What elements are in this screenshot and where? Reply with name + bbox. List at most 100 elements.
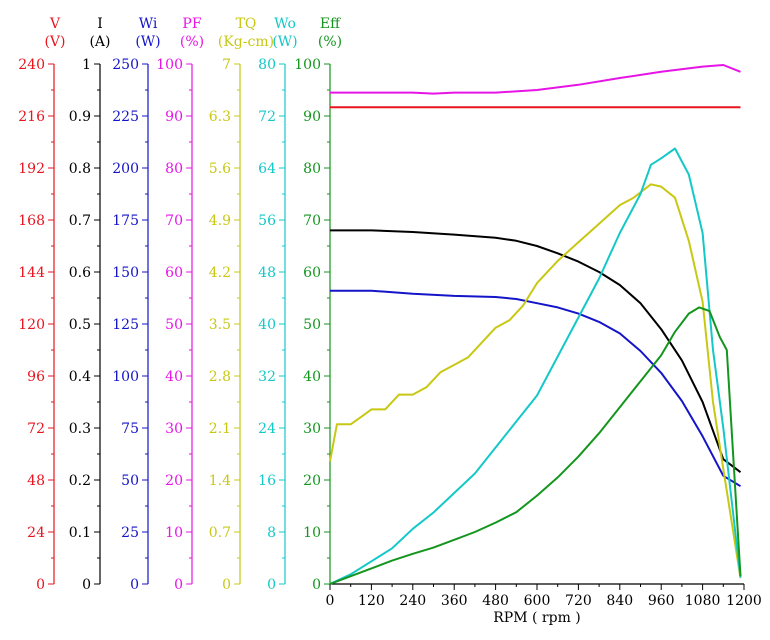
x-tick-label: 840: [606, 593, 633, 609]
series-line-tq: [329, 183, 742, 579]
y-tick-label: 0: [222, 577, 231, 593]
y-tick-label: 50: [303, 317, 321, 333]
y-tick-label: 240: [18, 57, 45, 73]
y-tick-label: 100: [156, 57, 183, 73]
y-tick-label: 70: [303, 213, 321, 229]
y-axis-title-i: I: [97, 16, 103, 32]
y-tick-label: 96: [27, 369, 45, 385]
y-tick-label: 32: [258, 369, 276, 385]
y-tick-label: 60: [303, 265, 321, 281]
y-axis-v: V (V) 0 24 48 72 96 120 144 168 192 216 240: [18, 16, 65, 593]
y-tick-label: 0.6: [69, 265, 91, 281]
y-axis-title-pf: PF: [182, 16, 201, 32]
y-tick-label: 48: [27, 473, 45, 489]
y-tick-label: 50: [121, 473, 139, 489]
y-tick-label: 56: [258, 213, 276, 229]
y-tick-label: 72: [258, 109, 276, 125]
y-tick-label: 0: [267, 577, 276, 593]
y-tick-label: 10: [165, 525, 183, 541]
y-tick-label: 3.5: [209, 317, 231, 333]
y-tick-label: 0.1: [69, 525, 91, 541]
y-tick-label: 144: [18, 265, 45, 281]
y-tick-label: 2.8: [209, 369, 231, 385]
x-tick-label: 120: [358, 593, 385, 609]
x-tick-label: 240: [399, 593, 426, 609]
y-tick-label: 2.1: [209, 421, 231, 437]
y-axis-tq: TQ (Kg-cm) 0 0.7 1.4 2.1 2.8 3.5 4.2 4.9 5.6 6.3 7: [209, 16, 274, 593]
y-tick-label: 4.9: [209, 213, 231, 229]
y-tick-label: 8: [267, 525, 276, 541]
y-tick-label: 0.2: [69, 473, 91, 489]
y-tick-label: 0: [36, 577, 45, 593]
y-tick-label: 72: [27, 421, 45, 437]
plot-area: [329, 64, 742, 585]
y-tick-label: 0.5: [69, 317, 91, 333]
y-axis-title-wo: Wo: [274, 16, 296, 32]
x-tick-label: 480: [482, 593, 509, 609]
y-axis-title-v: V: [49, 16, 61, 32]
y-tick-label: 30: [165, 421, 183, 437]
series-line-pf: [330, 64, 741, 95]
series-line-wo: [329, 147, 742, 585]
y-tick-label: 216: [18, 109, 45, 125]
y-tick-label: 125: [112, 317, 139, 333]
y-axis-i: I (A) 0 0.1 0.2 0.3 0.4 0.5 0.6 0.7 0.8 0.9 1: [69, 16, 111, 593]
y-tick-label: 0: [82, 577, 91, 593]
y-tick-label: 100: [294, 57, 321, 73]
y-tick-label: 80: [165, 161, 183, 177]
y-tick-label: 64: [258, 161, 276, 177]
series-line-i: [330, 229, 742, 473]
y-axis-wi: Wi (W) 0 25 50 75 100 125 150 175 200 225 250: [112, 16, 160, 593]
y-tick-label: 24: [27, 525, 45, 541]
y-axis-unit-v: (V): [44, 34, 65, 50]
y-axis-unit-i: (A): [89, 34, 110, 50]
y-tick-label: 250: [112, 57, 139, 73]
y-tick-label: 40: [303, 369, 321, 385]
y-tick-label: 80: [303, 161, 321, 177]
y-tick-label: 30: [303, 421, 321, 437]
x-tick-label: 960: [648, 593, 675, 609]
y-tick-label: 24: [258, 421, 276, 437]
y-tick-label: 0: [130, 577, 139, 593]
y-axis-unit-wo: (W): [272, 34, 297, 50]
y-tick-label: 16: [258, 473, 276, 489]
y-tick-label: 0.3: [69, 421, 91, 437]
series-line-eff: [329, 306, 742, 585]
y-tick-label: 70: [165, 213, 183, 229]
y-tick-label: 75: [121, 421, 139, 437]
y-axis-title-wi: Wi: [139, 16, 158, 32]
y-tick-label: 200: [112, 161, 139, 177]
y-axis-pf: PF (%) 0 10 20 30 40 50 60 70 80 90 100: [156, 16, 204, 593]
y-tick-label: 225: [112, 109, 139, 125]
series-line-wi: [330, 289, 742, 488]
y-tick-label: 192: [18, 161, 45, 177]
y-tick-label: 40: [258, 317, 276, 333]
x-tick-label: 600: [524, 593, 551, 609]
y-tick-label: 40: [165, 369, 183, 385]
y-tick-label: 10: [303, 525, 321, 541]
y-axis-unit-pf: (%): [180, 34, 204, 50]
y-tick-label: 0.4: [69, 369, 91, 385]
y-axis-wo: Wo (W) 0 8 16 24 32 40 48 56 64 72 80: [258, 16, 297, 593]
y-tick-label: 20: [165, 473, 183, 489]
y-tick-label: 7: [222, 57, 231, 73]
y-tick-label: 25: [121, 525, 139, 541]
y-tick-label: 80: [258, 57, 276, 73]
y-tick-label: 0.7: [209, 525, 231, 541]
y-tick-label: 5.6: [209, 161, 231, 177]
y-tick-label: 0.9: [69, 109, 91, 125]
x-tick-label: 360: [441, 593, 468, 609]
y-tick-label: 4.2: [209, 265, 231, 281]
x-tick-label: 1200: [726, 593, 762, 609]
x-tick-label: 1080: [685, 593, 721, 609]
y-tick-label: 0: [312, 577, 321, 593]
x-axis: 0 120 240 360 480 600 720 840 960 1080 1200: [326, 583, 762, 609]
y-tick-label: 1.4: [209, 473, 231, 489]
y-tick-label: 1: [82, 57, 91, 73]
y-tick-label: 90: [165, 109, 183, 125]
y-tick-label: 120: [18, 317, 45, 333]
y-axis-title-eff: Eff: [320, 16, 341, 32]
y-axis-eff: Eff (%) 0 10 20 30 40 50 60 70 80 90 100: [294, 16, 342, 593]
y-tick-label: 175: [112, 213, 139, 229]
